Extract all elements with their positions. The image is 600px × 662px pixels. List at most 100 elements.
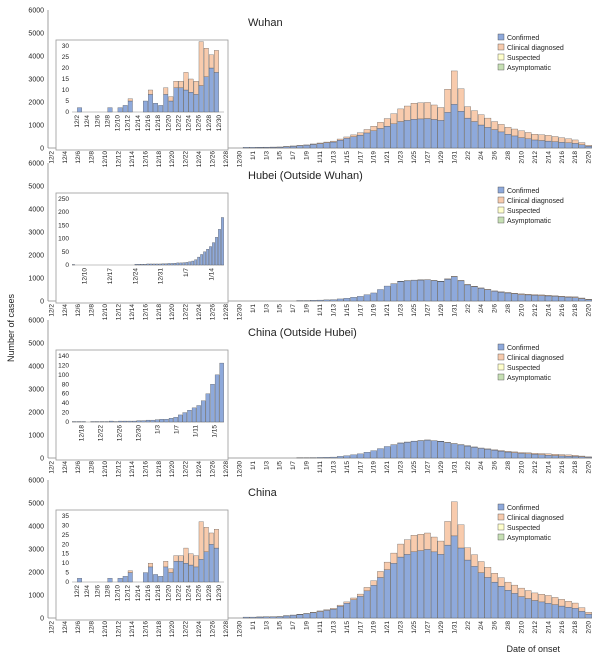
bar-confirmed — [243, 147, 249, 148]
y-tick-label: 6000 — [28, 478, 44, 485]
inset-bar-confirmed — [138, 264, 140, 265]
inset-x-tick-label: 12/16 — [145, 115, 152, 132]
x-tick-label: 2/6 — [492, 621, 499, 630]
bar-clinical — [545, 295, 551, 296]
bar-confirmed — [411, 441, 417, 458]
inset-y-tick-label: 35 — [62, 513, 70, 520]
inset-bar-clinical — [189, 554, 193, 565]
bar-clinical — [565, 297, 571, 298]
inset-bar-clinical — [194, 81, 198, 94]
bar-clinical — [351, 135, 357, 137]
bar-clinical — [518, 294, 524, 295]
inset-y-tick-label: 15 — [62, 551, 70, 558]
inset-x-tick-label: 12/24 — [186, 585, 193, 602]
inset-bar-confirmed — [179, 561, 183, 582]
legend-label: Confirmed — [507, 505, 539, 512]
inset-x-tick-label: 12/16 — [145, 585, 152, 602]
inset-bar-confirmed — [109, 421, 113, 422]
inset-bar-confirmed — [72, 264, 74, 265]
inset-bar-confirmed — [174, 561, 178, 582]
inset-y-tick-label: 140 — [58, 353, 69, 360]
inset-bar-confirmed — [209, 68, 213, 112]
inset-bar-confirmed — [206, 249, 208, 265]
bar-clinical — [391, 114, 397, 124]
inset-bar-confirmed — [118, 578, 122, 582]
bar-clinical — [485, 567, 491, 577]
inset-bar-confirmed — [165, 264, 167, 265]
x-tick-label: 12/24 — [196, 304, 203, 321]
bar-confirmed — [498, 451, 504, 458]
x-tick-label: 1/19 — [371, 461, 378, 474]
bar-confirmed — [458, 445, 464, 458]
inset-x-tick-label: 12/18 — [155, 585, 162, 602]
bar-confirmed — [371, 451, 377, 458]
bar-confirmed — [539, 296, 545, 301]
bar-confirmed — [351, 455, 357, 458]
bar-confirmed — [445, 112, 451, 148]
x-tick-label: 12/24 — [196, 621, 203, 638]
inset-x-tick-label: 12/4 — [84, 585, 91, 598]
bar-confirmed — [364, 295, 370, 301]
x-tick-label: 1/31 — [451, 461, 458, 474]
legend-label: Asymptomatic — [507, 218, 551, 225]
bar-confirmed — [256, 617, 262, 618]
bar-confirmed — [525, 454, 531, 458]
y-tick-label: 6000 — [28, 8, 44, 15]
x-tick-label: 12/24 — [196, 461, 203, 478]
bar-confirmed — [283, 616, 289, 618]
inset-bar-confirmed — [153, 103, 157, 112]
bar-clinical — [337, 139, 343, 140]
bar-clinical — [337, 605, 343, 606]
x-tick-label: 2/18 — [572, 304, 579, 317]
bar-confirmed — [411, 552, 417, 618]
bar-confirmed — [559, 142, 565, 148]
bar-confirmed — [458, 111, 464, 148]
legend-label: Clinical diagnosed — [507, 45, 564, 52]
inset-bar-clinical — [179, 81, 183, 88]
x-tick-label: 12/2 — [48, 151, 55, 164]
x-tick-label: 12/26 — [210, 151, 217, 168]
bar-confirmed — [532, 140, 538, 148]
x-tick-label: 2/12 — [532, 151, 539, 164]
inset-bar-confirmed — [189, 262, 191, 265]
inset-bar-confirmed — [169, 418, 173, 422]
bar-confirmed — [525, 599, 531, 618]
bar-confirmed — [565, 143, 571, 148]
inset-bar-confirmed — [199, 86, 203, 112]
x-tick-label: 2/18 — [572, 461, 579, 474]
bar-confirmed — [471, 566, 477, 618]
x-tick-label: 12/10 — [102, 621, 109, 638]
bar-confirmed — [431, 441, 437, 458]
x-tick-label: 12/6 — [75, 304, 82, 317]
bar-clinical — [357, 133, 363, 135]
legend-label: Asymptomatic — [507, 535, 551, 542]
bar-confirmed — [317, 144, 323, 148]
x-tick-label: 1/21 — [384, 461, 391, 474]
inset-y-tick-label: 30 — [62, 522, 70, 529]
bar-confirmed — [579, 299, 585, 301]
inset-bar-confirmed — [199, 559, 203, 582]
bar-confirmed — [424, 440, 430, 458]
inset-bar-confirmed — [143, 101, 147, 112]
x-tick-label: 12/16 — [142, 151, 149, 168]
x-axis-title: Date of onset — [506, 644, 560, 654]
bar-clinical — [545, 454, 551, 455]
bar-clinical — [445, 89, 451, 112]
bar-confirmed — [505, 452, 511, 458]
x-tick-label: 2/12 — [532, 621, 539, 634]
bar-confirmed — [377, 290, 383, 302]
inset-y-tick-label: 0 — [65, 579, 69, 586]
x-tick-label: 12/4 — [62, 621, 69, 634]
x-tick-label: 12/18 — [156, 621, 163, 638]
bar-confirmed — [377, 449, 383, 458]
inset-bar-confirmed — [148, 567, 152, 582]
x-tick-label: 2/14 — [545, 461, 552, 474]
x-tick-label: 1/25 — [411, 304, 418, 317]
x-tick-label: 12/8 — [89, 151, 96, 164]
inset-y-tick-label: 50 — [62, 249, 70, 256]
inset-y-tick-label: 10 — [62, 87, 70, 94]
bar-confirmed — [337, 299, 343, 301]
bar-clinical — [371, 126, 377, 131]
